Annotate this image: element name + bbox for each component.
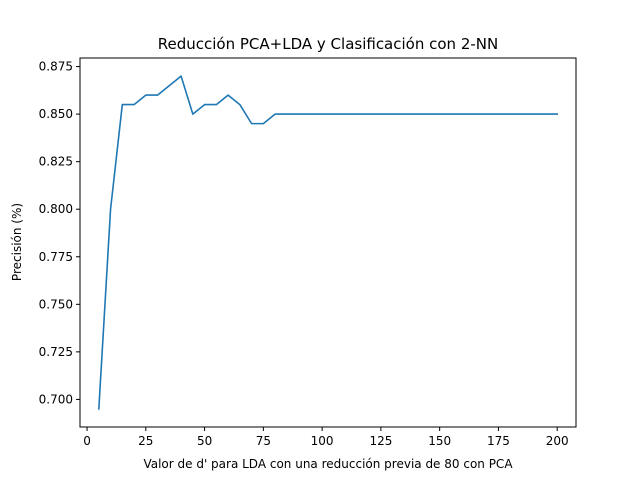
series-group [97,75,558,410]
x-tick-label: 100 [311,434,334,448]
x-tick-label: 175 [487,434,510,448]
chart-title: Reducción PCA+LDA y Clasificación con 2-… [158,35,498,53]
x-tick-label: 0 [83,434,91,448]
x-axis-label: Valor de d' para LDA con una reducción p… [143,457,513,471]
series-line [97,75,558,410]
y-tick-label: 0.750 [39,297,73,311]
y-tick-label: 0.775 [39,250,73,264]
y-tick-label: 0.725 [39,345,73,359]
y-tick-label: 0.800 [39,202,73,216]
x-tick-label: 150 [428,434,451,448]
y-tick-label: 0.825 [39,155,73,169]
x-tick-label: 125 [369,434,392,448]
y-tick-label: 0.875 [39,60,73,74]
y-tick-label: 0.700 [39,392,73,406]
plot-frame [79,57,577,428]
x-axis-ticks: 0 25 50 75 100 125 150 175 200 [83,427,569,448]
x-tick-label: 75 [256,434,271,448]
x-tick-label: 200 [546,434,569,448]
x-tick-label: 50 [197,434,212,448]
y-axis-ticks: 0.700 0.725 0.750 0.775 0.800 0.825 0.850 0.875 [39,60,80,406]
y-axis-label: Precisión (%) [10,203,24,281]
y-tick-label: 0.850 [39,107,73,121]
x-tick-label: 25 [138,434,153,448]
